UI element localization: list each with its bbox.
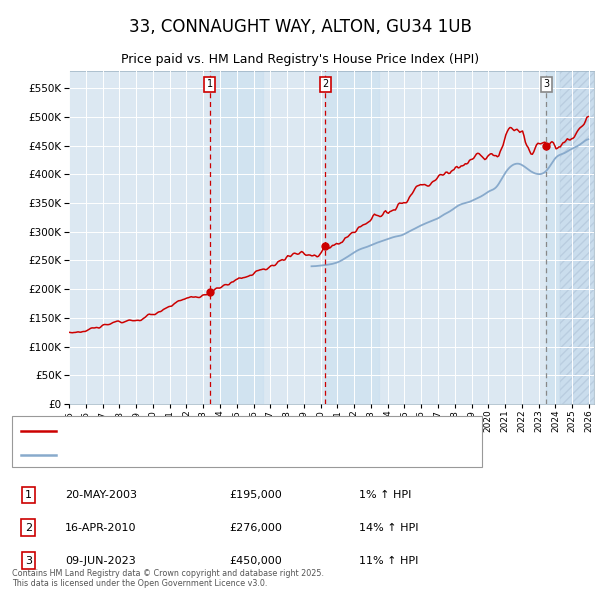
Text: 11% ↑ HPI: 11% ↑ HPI (359, 556, 418, 566)
Text: Price paid vs. HM Land Registry's House Price Index (HPI): Price paid vs. HM Land Registry's House … (121, 53, 479, 66)
Text: 16-APR-2010: 16-APR-2010 (65, 523, 136, 533)
Text: HPI: Average price, semi-detached house, East Hampshire: HPI: Average price, semi-detached house,… (62, 450, 352, 460)
Text: £195,000: £195,000 (229, 490, 282, 500)
Text: 2: 2 (25, 523, 32, 533)
Text: 09-JUN-2023: 09-JUN-2023 (65, 556, 136, 566)
Text: 14% ↑ HPI: 14% ↑ HPI (359, 523, 418, 533)
Text: 20-MAY-2003: 20-MAY-2003 (65, 490, 137, 500)
Bar (209, 71, 263, 404)
Text: 3: 3 (25, 556, 32, 566)
FancyBboxPatch shape (12, 417, 482, 467)
Bar (546, 71, 600, 404)
Text: Contains HM Land Registry data © Crown copyright and database right 2025.
This d: Contains HM Land Registry data © Crown c… (12, 569, 324, 588)
Text: 1% ↑ HPI: 1% ↑ HPI (359, 490, 411, 500)
Text: 33, CONNAUGHT WAY, ALTON, GU34 1UB: 33, CONNAUGHT WAY, ALTON, GU34 1UB (128, 18, 472, 36)
Text: 3: 3 (543, 79, 549, 89)
Bar (325, 71, 379, 404)
Text: 33, CONNAUGHT WAY, ALTON, GU34 1UB (semi-detached house): 33, CONNAUGHT WAY, ALTON, GU34 1UB (semi… (62, 426, 385, 436)
Text: £276,000: £276,000 (229, 523, 283, 533)
Text: 1: 1 (25, 490, 32, 500)
Text: £450,000: £450,000 (229, 556, 282, 566)
Text: 1: 1 (206, 79, 212, 89)
Text: 2: 2 (322, 79, 329, 89)
